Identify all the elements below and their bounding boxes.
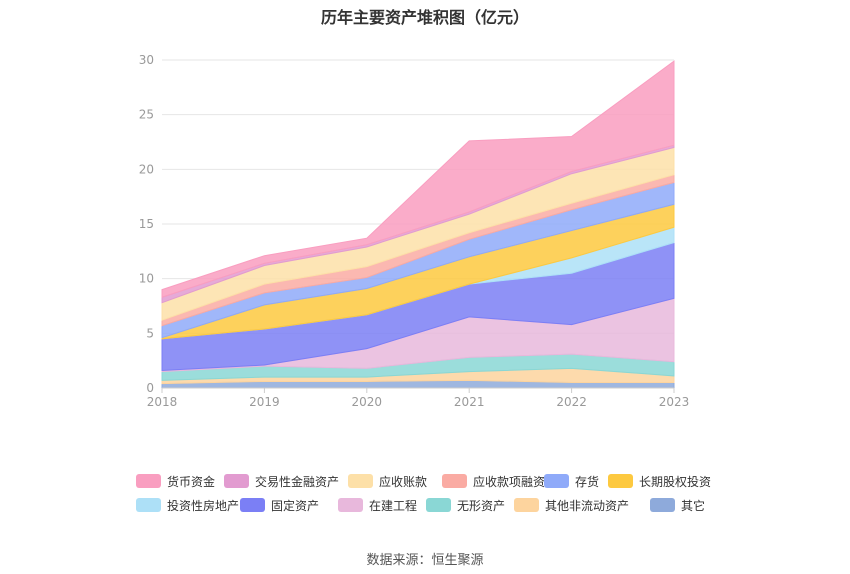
- legend-swatch: [338, 498, 363, 512]
- legend-item[interactable]: 应收款项融资: [442, 472, 545, 490]
- legend-swatch: [514, 498, 539, 512]
- legend-swatch: [426, 498, 451, 512]
- legend-item[interactable]: 存货: [544, 472, 599, 490]
- legend-label: 固定资产: [271, 498, 320, 513]
- legend-label: 应收账款: [379, 474, 428, 489]
- x-tick-label: 2021: [454, 395, 485, 409]
- legend-label: 长期股权投资: [639, 474, 712, 489]
- legend-item[interactable]: 投资性房地产: [136, 496, 239, 514]
- x-tick-label: 2022: [556, 395, 587, 409]
- x-tick-label: 2023: [659, 395, 690, 409]
- stacked-area-chart: 0 5 10 15 20 25 30 2018 2019 2020 2021 2022 2023: [139, 53, 690, 409]
- legend-item[interactable]: 无形资产: [426, 496, 505, 514]
- legend-item[interactable]: 其它: [650, 496, 705, 514]
- legend-swatch: [544, 474, 569, 488]
- legend-item[interactable]: 其他非流动资产: [514, 496, 629, 514]
- legend-item[interactable]: 在建工程: [338, 496, 417, 514]
- data-source: 数据来源：恒生聚源: [366, 553, 484, 568]
- legend-label: 无形资产: [457, 498, 506, 513]
- chart-title: 历年主要资产堆积图（亿元）: [320, 8, 529, 27]
- legend-label: 交易性金融资产: [255, 474, 340, 489]
- legend-swatch: [608, 474, 633, 488]
- y-tick-label: 30: [139, 53, 154, 67]
- legend-label: 货币资金: [167, 474, 216, 489]
- legend-label: 其它: [681, 498, 706, 513]
- legend-item[interactable]: 长期股权投资: [608, 472, 711, 490]
- x-tick-label: 2020: [352, 395, 383, 409]
- legend-swatch: [442, 474, 467, 488]
- y-tick-label: 10: [139, 272, 154, 286]
- legend-swatch: [650, 498, 675, 512]
- legend-item[interactable]: 应收账款: [348, 472, 427, 490]
- y-tick-label: 5: [146, 326, 154, 340]
- legend-swatch: [136, 498, 161, 512]
- x-tick-label: 2019: [249, 395, 280, 409]
- legend-item[interactable]: 固定资产: [240, 496, 319, 514]
- legend-swatch: [224, 474, 249, 488]
- legend-item[interactable]: 交易性金融资产: [224, 472, 339, 490]
- legend-item[interactable]: 货币资金: [136, 472, 215, 490]
- y-tick-label: 0: [146, 381, 154, 395]
- legend-swatch: [240, 498, 265, 512]
- legend-swatch: [136, 474, 161, 488]
- y-tick-label: 25: [139, 108, 154, 122]
- legend-swatch: [348, 474, 373, 488]
- y-tick-label: 15: [139, 217, 154, 231]
- area-series-11[interactable]: [161, 60, 675, 298]
- legend-label: 应收款项融资: [473, 474, 546, 489]
- y-tick-label: 20: [139, 162, 154, 176]
- legend-label: 在建工程: [369, 498, 418, 513]
- x-tick-label: 2018: [147, 395, 178, 409]
- legend-label: 投资性房地产: [167, 498, 240, 513]
- legend-label: 其他非流动资产: [545, 498, 630, 513]
- legend-label: 存货: [575, 474, 600, 489]
